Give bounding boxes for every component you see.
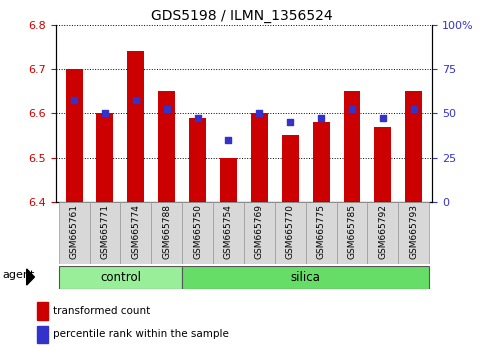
Bar	[244, 202, 275, 264]
Text: GSM665785: GSM665785	[347, 204, 356, 259]
Bar	[58, 202, 89, 264]
Bar	[374, 127, 391, 202]
Bar	[97, 113, 114, 202]
Bar	[275, 202, 306, 264]
Text: GSM665761: GSM665761	[70, 204, 79, 259]
Bar	[128, 51, 144, 202]
Point	[317, 115, 325, 121]
Text: GDS5198 / ILMN_1356524: GDS5198 / ILMN_1356524	[151, 9, 332, 23]
Point	[101, 110, 109, 116]
Bar	[405, 91, 422, 202]
Text: GSM665754: GSM665754	[224, 204, 233, 258]
Bar	[66, 69, 83, 202]
Bar	[213, 202, 244, 264]
Point	[194, 115, 201, 121]
Text: transformed count: transformed count	[53, 306, 150, 316]
Bar	[313, 122, 329, 202]
Bar	[182, 266, 429, 289]
Point	[225, 137, 232, 143]
Text: agent: agent	[3, 270, 35, 280]
Bar	[158, 91, 175, 202]
Text: GSM665792: GSM665792	[378, 204, 387, 258]
Text: GSM665750: GSM665750	[193, 204, 202, 259]
Bar	[58, 266, 182, 289]
Point	[256, 110, 263, 116]
Text: control: control	[100, 270, 141, 284]
Bar	[189, 118, 206, 202]
Point	[163, 106, 170, 112]
Bar	[251, 113, 268, 202]
Point	[410, 106, 418, 112]
Polygon shape	[27, 269, 34, 285]
Point	[348, 106, 356, 112]
Bar	[37, 302, 48, 320]
Bar	[337, 202, 368, 264]
Text: GSM665774: GSM665774	[131, 204, 141, 258]
Point	[132, 97, 140, 103]
Bar	[368, 202, 398, 264]
Text: silica: silica	[291, 270, 321, 284]
Text: GSM665771: GSM665771	[100, 204, 110, 259]
Bar	[182, 202, 213, 264]
Text: GSM665770: GSM665770	[286, 204, 295, 259]
Text: GSM665788: GSM665788	[162, 204, 171, 259]
Bar	[220, 158, 237, 202]
Bar	[306, 202, 337, 264]
Bar	[282, 136, 298, 202]
Text: percentile rank within the sample: percentile rank within the sample	[53, 329, 228, 339]
Text: GSM665769: GSM665769	[255, 204, 264, 259]
Point	[70, 97, 78, 103]
Bar	[37, 326, 48, 343]
Point	[286, 119, 294, 125]
Point	[379, 115, 387, 121]
Bar	[343, 91, 360, 202]
Bar	[398, 202, 429, 264]
Text: GSM665775: GSM665775	[317, 204, 326, 259]
Text: GSM665793: GSM665793	[409, 204, 418, 259]
Bar	[151, 202, 182, 264]
Bar	[120, 202, 151, 264]
Bar	[89, 202, 120, 264]
